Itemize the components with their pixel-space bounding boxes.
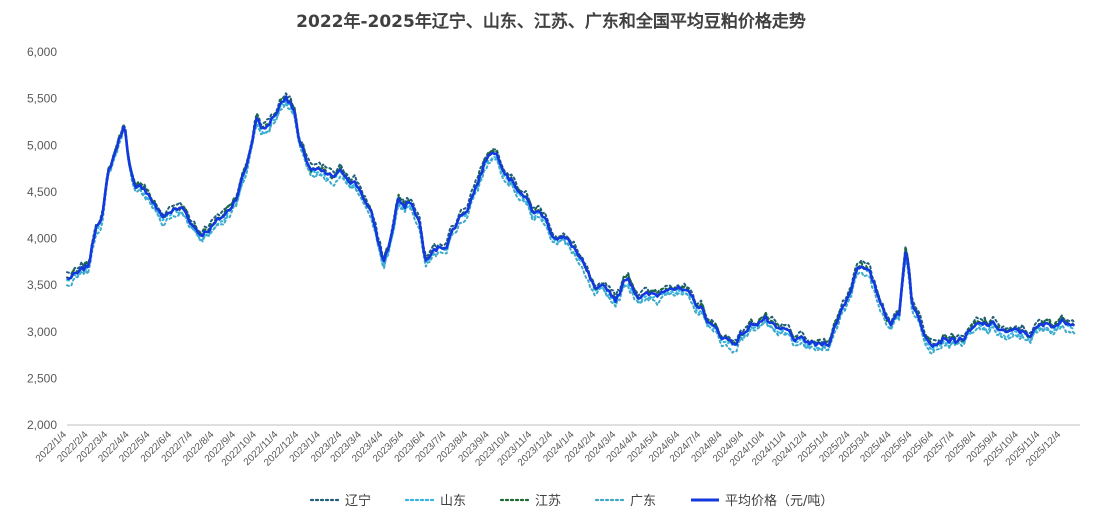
x-axis: 2022/1/42022/2/42022/3/42022/4/42022/5/4… [34, 424, 1080, 469]
series-line-3 [66, 102, 1076, 355]
y-tick-label: 3,500 [27, 278, 57, 292]
y-axis: 2,000 2,500 3,000 3,500 4,000 4,500 5,000 5,500… [27, 45, 57, 432]
legend-label-1: 山东 [440, 494, 466, 509]
series-line-4 [66, 95, 1075, 348]
chart-title: 2022年-2025年辽宁、山东、江苏、广东和全国平均豆粕价格走势 [296, 11, 806, 32]
legend-label-2: 江苏 [535, 493, 561, 509]
y-tick-label: 2,000 [27, 418, 57, 432]
legend: 辽宁 山东 江苏 广东 平均价格（元/吨） [309, 493, 833, 509]
y-tick-label: 4,500 [27, 185, 57, 199]
y-tick-label: 6,000 [27, 45, 57, 59]
legend-label-3: 广东 [630, 494, 656, 509]
y-tick-label: 4,000 [27, 232, 57, 246]
legend-label-0: 辽宁 [345, 493, 371, 509]
y-tick-label: 5,500 [27, 92, 57, 106]
series-line-2 [66, 95, 1076, 348]
series-lines [66, 92, 1076, 355]
legend-label-4: 平均价格（元/吨） [725, 493, 833, 509]
y-tick-label: 5,000 [27, 138, 57, 152]
y-tick-label: 2,500 [27, 371, 57, 385]
y-tick-label: 3,000 [27, 325, 57, 339]
